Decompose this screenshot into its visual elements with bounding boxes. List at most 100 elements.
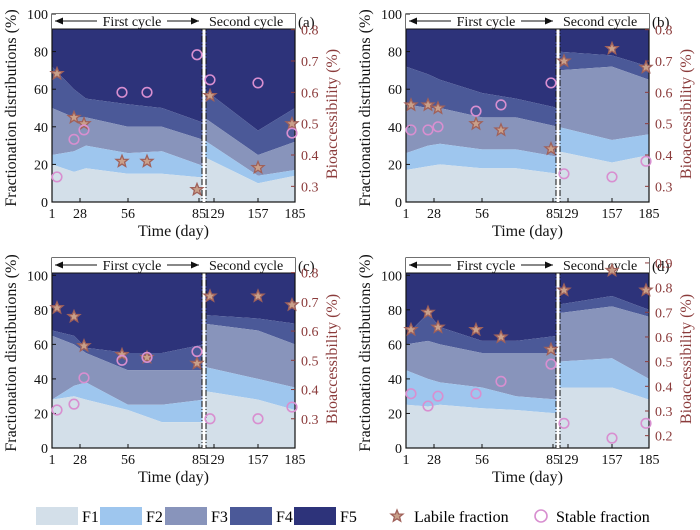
- stable-point: [495, 375, 507, 387]
- y-tick-label: 100: [27, 8, 48, 23]
- area-f5-seg1: [406, 14, 558, 108]
- second-cycle-label: Second cycle: [209, 259, 283, 274]
- stable-point: [286, 401, 298, 413]
- stable-point: [606, 171, 618, 183]
- area-f5-seg2: [204, 258, 295, 324]
- stable-point: [116, 354, 128, 366]
- stable-point: [405, 388, 417, 400]
- stable-point: [470, 105, 482, 117]
- area-f3-seg1: [52, 335, 204, 405]
- right-tick-label: 0.4: [655, 380, 673, 395]
- y-tick-label: 80: [34, 304, 48, 319]
- y-tick-label: 80: [34, 46, 48, 61]
- legend-stable-marker: [534, 509, 548, 523]
- legend-labile-marker: [390, 509, 404, 522]
- stable-point: [640, 417, 652, 429]
- right-tick-label: 0.7: [655, 306, 673, 321]
- area-f2-seg1: [406, 143, 558, 174]
- right-tick-label: 0.5: [301, 354, 319, 369]
- y-tick-label: 20: [388, 407, 402, 422]
- legend-swatch-f3: [165, 507, 207, 525]
- y-tick-label: 100: [381, 269, 402, 284]
- area-f3-seg2: [204, 323, 295, 388]
- stable-point: [78, 372, 90, 384]
- x-tick-label: 129: [204, 453, 225, 468]
- y-axis-title: Fractionation distributions (%): [3, 9, 20, 206]
- panel-a: First cycle Second cycle (a) 0 20 40 60 80 100 0.…: [3, 8, 341, 240]
- x-tick-label: 28: [427, 207, 441, 222]
- y-tick-label: 20: [388, 158, 402, 173]
- legend-swatch-f2: [100, 507, 142, 525]
- panel-label: (b): [652, 15, 670, 31]
- area-f2-seg2: [204, 140, 295, 184]
- area-f3-seg2: [558, 66, 649, 140]
- x-tick-label: 157: [602, 207, 623, 222]
- right-tick-label: 0.3: [301, 413, 319, 428]
- area-f4-seg1: [52, 330, 204, 371]
- area-f4-seg1: [406, 66, 558, 127]
- area-f4-seg1: [52, 66, 204, 140]
- x-tick-label: 56: [475, 207, 489, 222]
- panels: First cycle Second cycle (a)0204060801000.…: [3, 8, 695, 486]
- cycle-label-bg: [451, 15, 521, 28]
- y-tick-label: 80: [388, 46, 402, 61]
- area-f1-seg1: [52, 164, 204, 202]
- x-tick-label: 85: [192, 453, 206, 468]
- y-tick-label: 40: [388, 121, 402, 136]
- cycle-arrow-left-head: [55, 261, 63, 269]
- stable-point: [191, 345, 203, 358]
- y-tick-label: 0: [41, 196, 48, 211]
- right-axis-title: Bioaccessibility (%): [678, 49, 695, 179]
- stable-point: [191, 49, 203, 61]
- panel-label: (c): [298, 259, 315, 275]
- second-cycle-label: Second cycle: [563, 259, 637, 274]
- right-tick-label: 0.6: [301, 325, 319, 340]
- right-tick-label: 0.3: [655, 180, 673, 195]
- x-tick-label: 85: [546, 453, 560, 468]
- x-tick-label: 129: [204, 207, 225, 222]
- legend-label-f5: F5: [340, 509, 357, 526]
- area-f4-seg2: [204, 315, 295, 345]
- right-axis-title: Bioaccessibility (%): [324, 49, 341, 179]
- right-tick-label: 0.5: [655, 356, 673, 371]
- x-tick-label: 157: [248, 207, 269, 222]
- x-tick-label: 129: [558, 207, 579, 222]
- x-tick-label: 1: [49, 453, 56, 468]
- legend-label-stable: Stable fraction: [556, 509, 650, 526]
- right-axis-title: Bioaccessibility (%): [324, 294, 341, 424]
- x-tick-label: 56: [121, 453, 135, 468]
- stable-point: [51, 171, 63, 183]
- second-cycle-label: Second cycle: [563, 15, 637, 30]
- right-tick-label: 0.3: [655, 405, 673, 420]
- right-tick-label: 0.4: [655, 149, 673, 164]
- legend-swatch-f5: [294, 507, 336, 525]
- x-tick-label: 157: [602, 453, 623, 468]
- stable-point: [470, 388, 482, 400]
- right-tick-label: 0.6: [301, 86, 319, 101]
- cycle-label-bg: [97, 259, 167, 272]
- stable-point: [252, 413, 264, 425]
- panel-b: First cycle Second cycle (b) 0 20 40 60 80 100 0.…: [357, 8, 695, 240]
- stable-point: [422, 400, 434, 412]
- axis-break-gap: [556, 258, 560, 448]
- y-axis-title: Fractionation distributions (%): [357, 9, 374, 206]
- legend-label-f3: F3: [211, 509, 228, 526]
- cycle-arrow-left-head: [409, 17, 417, 25]
- stable-point: [141, 351, 153, 363]
- stable-point: [545, 77, 557, 89]
- y-tick-label: 60: [388, 83, 402, 98]
- right-tick-label: 0.4: [301, 384, 319, 399]
- x-tick-label: 85: [546, 207, 560, 222]
- right-tick-label: 0.6: [655, 86, 673, 101]
- x-tick-label: 56: [475, 453, 489, 468]
- x-tick-label: 185: [285, 453, 306, 468]
- area-f5-seg2: [204, 14, 295, 131]
- y-tick-label: 40: [34, 121, 48, 136]
- stable-point: [558, 417, 570, 429]
- legend-swatch-f4: [230, 507, 272, 525]
- x-tick-label: 1: [49, 207, 56, 222]
- area-f2-seg2: [204, 366, 295, 410]
- y-tick-label: 40: [388, 373, 402, 388]
- legend-label-f2: F2: [146, 509, 163, 526]
- y-tick-label: 0: [395, 442, 402, 457]
